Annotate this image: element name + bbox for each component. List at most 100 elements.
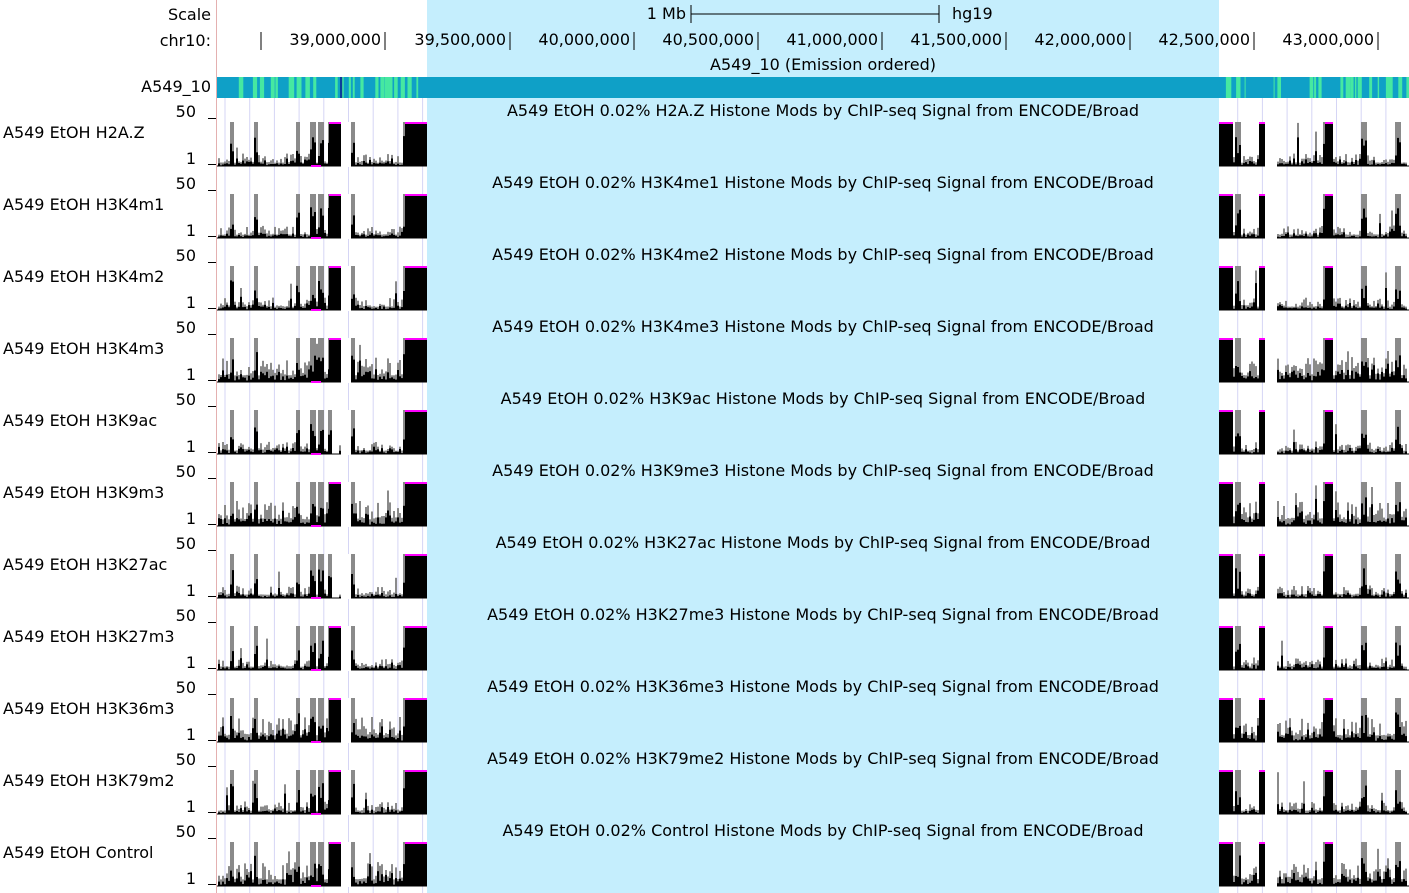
segmentation-track-label[interactable]: A549_10 bbox=[141, 77, 211, 96]
signal-bar bbox=[1287, 661, 1289, 670]
signal-bar bbox=[1293, 740, 1295, 742]
signal-bar bbox=[1401, 593, 1403, 598]
signal-bar bbox=[290, 522, 292, 526]
signal-bar bbox=[1287, 590, 1289, 598]
data-area[interactable]: 1 Mb hg19 39,000,000 39,500,000 40,000,000 40… bbox=[217, 0, 1409, 893]
signal-bar bbox=[1297, 811, 1299, 814]
signal-bar bbox=[1375, 522, 1377, 526]
signal-bar bbox=[1281, 375, 1283, 382]
signal-bar bbox=[1301, 718, 1303, 742]
signal-bar bbox=[1295, 505, 1297, 526]
signal-bar bbox=[1235, 626, 1237, 670]
signal-bar bbox=[1235, 338, 1237, 382]
signal-bar bbox=[1287, 451, 1289, 454]
signal-bar bbox=[1283, 307, 1285, 310]
signal-bar bbox=[222, 726, 224, 742]
signal-bar bbox=[306, 377, 308, 382]
signal-bar bbox=[1279, 668, 1281, 670]
signal-bar bbox=[1289, 594, 1291, 598]
signal-bar bbox=[1337, 811, 1339, 814]
track-title: A549 EtOH 0.02% H3K9ac Histone Mods by C… bbox=[500, 389, 1146, 408]
signal-bar bbox=[284, 594, 286, 598]
signal-bar bbox=[351, 355, 353, 382]
signal-bar bbox=[272, 595, 274, 598]
signal-bar bbox=[1281, 879, 1283, 886]
signal-bar bbox=[296, 770, 298, 814]
signal-bar bbox=[1253, 875, 1255, 886]
signal-bar bbox=[381, 448, 383, 454]
clip-indicator bbox=[1219, 122, 1233, 124]
segmentation-state bbox=[416, 77, 419, 98]
signal-bar bbox=[1233, 875, 1235, 886]
signal-bar bbox=[230, 716, 232, 742]
track-scale-max: 50 bbox=[175, 750, 196, 769]
signal-bar bbox=[260, 806, 262, 814]
segmentation-state bbox=[1406, 77, 1409, 98]
signal-bar bbox=[1257, 378, 1259, 382]
signal-bar bbox=[230, 437, 232, 454]
signal-bar bbox=[1401, 881, 1403, 886]
signal-bar bbox=[1323, 208, 1325, 238]
signal-bar bbox=[1353, 515, 1355, 526]
segmentation-state bbox=[360, 77, 364, 98]
signal-bar bbox=[276, 519, 278, 526]
signal-bar bbox=[236, 453, 238, 454]
signal-bar bbox=[1335, 804, 1337, 814]
signal-bar bbox=[306, 666, 308, 670]
signal-bar bbox=[377, 517, 379, 526]
signal-bar bbox=[268, 870, 270, 886]
signal-bar bbox=[1365, 410, 1367, 454]
signal-bar bbox=[1405, 812, 1407, 814]
signal-bar bbox=[316, 868, 318, 886]
signal-bar bbox=[308, 593, 310, 598]
signal-bar bbox=[1301, 667, 1303, 670]
signal-bar bbox=[369, 864, 371, 886]
signal-bar bbox=[1243, 667, 1245, 670]
signal-bar bbox=[1245, 591, 1247, 598]
signal-bar bbox=[322, 508, 324, 526]
signal-bar bbox=[226, 737, 228, 742]
signal-bar bbox=[254, 509, 256, 526]
track-title: A549 EtOH 0.02% Control Histone Mods by … bbox=[502, 821, 1144, 840]
signal-bar bbox=[228, 449, 230, 454]
signal-bar bbox=[363, 449, 365, 454]
signal-bar bbox=[397, 508, 399, 526]
scale-tick bbox=[208, 380, 216, 381]
signal-bar bbox=[1335, 491, 1337, 526]
signal-bar bbox=[377, 375, 379, 382]
signal-bar bbox=[363, 374, 365, 382]
signal-bar bbox=[220, 377, 222, 382]
signal-bar bbox=[264, 375, 266, 382]
signal-bar bbox=[1255, 237, 1257, 238]
signal-bar bbox=[290, 874, 292, 886]
signal-bar bbox=[1243, 662, 1245, 670]
signal-bar bbox=[1315, 360, 1317, 382]
clip-indicator bbox=[1325, 770, 1333, 772]
signal-bar bbox=[310, 513, 312, 526]
signal-bar bbox=[1247, 376, 1249, 382]
signal-bar bbox=[258, 735, 260, 742]
signal-bar bbox=[1303, 803, 1305, 814]
signal-bar bbox=[1355, 304, 1357, 310]
tracks-canvas[interactable] bbox=[217, 0, 1409, 893]
signal-bar bbox=[1251, 733, 1253, 742]
signal-bar bbox=[393, 448, 395, 454]
signal-bar bbox=[1369, 522, 1371, 526]
signal-bar bbox=[226, 444, 228, 454]
signal-bar bbox=[379, 306, 381, 310]
signal-bar bbox=[1249, 738, 1251, 742]
signal-bar bbox=[1233, 446, 1235, 454]
signal-bar bbox=[220, 595, 222, 598]
signal-bar bbox=[284, 521, 286, 526]
track-scale-min: 1 bbox=[185, 365, 196, 384]
signal-bar bbox=[1365, 554, 1367, 598]
signal-bar bbox=[1321, 449, 1323, 454]
scale-tick bbox=[208, 694, 216, 695]
signal-bar bbox=[379, 665, 381, 670]
signal-bar bbox=[1249, 231, 1251, 238]
signal-bar bbox=[236, 810, 238, 814]
signal-bar bbox=[238, 872, 240, 886]
signal-bar bbox=[282, 447, 284, 454]
signal-bar bbox=[1283, 595, 1285, 598]
